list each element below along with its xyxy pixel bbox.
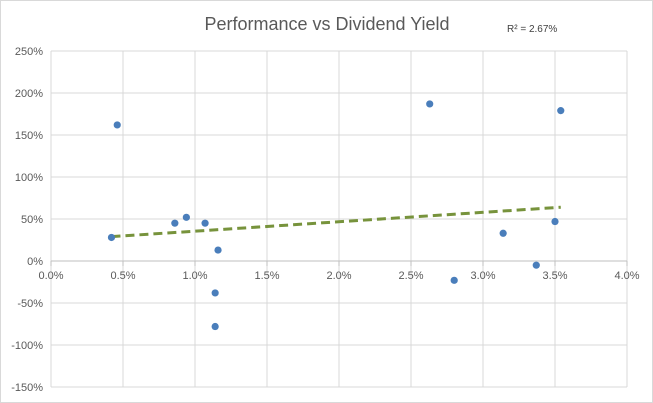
y-tick-label: -50% (17, 298, 43, 310)
y-tick-label: -100% (11, 340, 43, 352)
x-tick-label: 1.5% (254, 270, 279, 282)
data-points (107, 100, 565, 331)
x-tick-label: 3.0% (470, 270, 495, 282)
x-tick-label: 2.0% (326, 270, 351, 282)
data-point (171, 219, 179, 227)
x-tick-label: 2.5% (398, 270, 423, 282)
gridlines (50, 50, 628, 388)
x-tick-label: 1.0% (182, 270, 207, 282)
y-tick-label: 50% (21, 214, 43, 226)
chart-title: Performance vs Dividend Yield (204, 14, 449, 34)
x-tick-label: 0.0% (38, 270, 63, 282)
data-point (201, 219, 209, 227)
trendline (111, 205, 561, 239)
data-point (182, 213, 190, 221)
data-point (551, 217, 559, 226)
data-point (557, 107, 565, 115)
y-tick-label: 0% (27, 256, 43, 268)
data-point (211, 289, 219, 297)
data-point (450, 276, 458, 284)
data-point (532, 261, 540, 269)
data-point (214, 246, 222, 254)
y-tick-label: 200% (15, 88, 43, 100)
x-axis-tick-labels: 0.0% 0.5% 1.0% 1.5% 2.0% 2.5% 3.0% 3.5% 4.0% (38, 270, 639, 282)
data-point (499, 229, 507, 237)
y-tick-label: -150% (11, 382, 43, 394)
data-point (426, 100, 434, 108)
trendline-layer (111, 205, 561, 239)
x-tick-label: 0.5% (110, 270, 135, 282)
r-squared-label: R² = 2.67% (507, 24, 557, 35)
y-tick-label: 150% (15, 130, 43, 142)
y-tick-label: 250% (15, 46, 43, 58)
x-tick-label: 4.0% (614, 270, 639, 282)
y-tick-label: 100% (15, 172, 43, 184)
y-axis-tick-labels: 250% 200% 150% 100% 50% 0% -50% -100% -150% (11, 46, 43, 394)
x-tick-label: 3.5% (542, 270, 567, 282)
data-point (211, 322, 219, 331)
data-point (107, 233, 116, 242)
data-point (113, 121, 121, 129)
